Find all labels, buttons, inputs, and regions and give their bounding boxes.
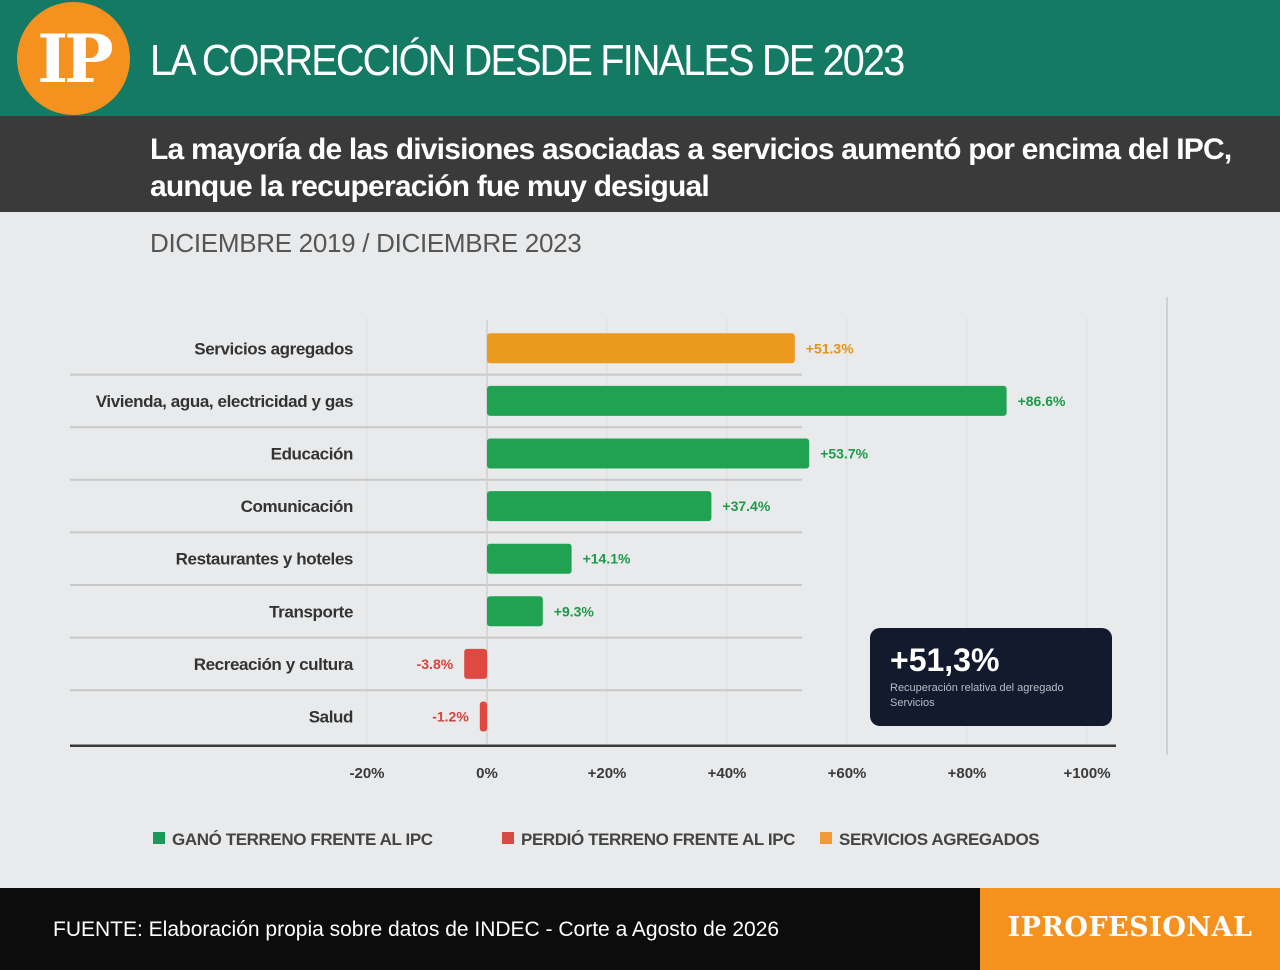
x-tick-label: +60% [828, 765, 867, 782]
legend-swatch-agregados [820, 832, 832, 844]
bar [487, 333, 795, 364]
category-label: Transporte [269, 602, 353, 621]
bar [487, 543, 572, 574]
value-label: +86.6% [1018, 393, 1066, 409]
callout-description: Recuperación relativa del agregado Servi… [890, 682, 1064, 709]
footer-bar: FUENTE: Elaboración propia sobre datos d… [0, 888, 980, 970]
bar [487, 385, 1007, 416]
right-divider [1166, 297, 1168, 755]
x-tick-label: +100% [1063, 765, 1110, 782]
category-label: Salud [309, 708, 353, 727]
bar [487, 596, 543, 627]
chart-subtitle: La mayoría de las divisiones asociadas a… [150, 133, 1232, 203]
bar [479, 701, 487, 732]
bar [464, 648, 487, 679]
value-label: -3.8% [417, 656, 454, 672]
legend-swatch-gano [153, 832, 165, 844]
header-bar: IP LA CORRECCIÓN DESDE FINALES DE 2023 [0, 0, 1280, 116]
legend-item-gano: GANÓ TERRENO FRENTE AL IPC [153, 830, 433, 850]
legend-label-perdio: PERDIÓ TERRENO FRENTE AL IPC [521, 830, 796, 849]
callout-value: +51,3% [890, 642, 1000, 678]
callout-box: +51,3% Recuperación relativa del agregad… [870, 628, 1112, 726]
bar [487, 491, 712, 522]
value-label: +9.3% [554, 603, 595, 619]
category-label: Servicios agregados [194, 339, 353, 358]
category-label: Recreación y cultura [194, 655, 354, 674]
page-title: LA CORRECCIÓN DESDE FINALES DE 2023 [150, 36, 905, 85]
legend-item-perdio: PERDIÓ TERRENO FRENTE AL IPC [502, 830, 795, 850]
legend-swatch-perdio [502, 832, 514, 844]
legend-label-agregados: SERVICIOS AGREGADOS [839, 830, 1040, 849]
category-label: Educación [271, 445, 353, 464]
brand-logo-text: IPROFESIONAL [1007, 912, 1253, 943]
value-label: +53.7% [820, 446, 868, 462]
value-label: +51.3% [806, 340, 854, 356]
subtitle-bar: La mayoría de las divisiones asociadas a… [0, 116, 1280, 212]
value-label: +37.4% [722, 498, 770, 514]
category-label: Vivienda, agua, electricidad y gas [96, 392, 353, 411]
category-label: Comunicación [241, 497, 353, 516]
source-note: FUENTE: Elaboración propia sobre datos d… [53, 918, 780, 941]
brand-block: IPROFESIONAL [980, 888, 1280, 970]
value-label: -1.2% [432, 709, 469, 725]
x-tick-label: -20% [349, 765, 384, 782]
x-tick-label: 0% [476, 765, 498, 782]
category-label: Restaurantes y hoteles [176, 550, 353, 569]
x-tick-label: +80% [948, 765, 987, 782]
value-label: +14.1% [583, 551, 631, 567]
legend-label-gano: GANÓ TERRENO FRENTE AL IPC [172, 830, 433, 849]
x-tick-label: +20% [588, 765, 627, 782]
period-label: DICIEMBRE 2019 / DICIEMBRE 2023 [150, 228, 582, 258]
logo-text: IP [37, 20, 114, 98]
bar-chart: Servicios agregados +51.3% Vivienda, agua,… [70, 318, 1116, 782]
x-tick-label: +40% [708, 765, 747, 782]
ip-logo: IP [17, 2, 130, 115]
bar [487, 438, 810, 469]
legend-item-agregados: SERVICIOS AGREGADOS [820, 830, 1040, 850]
